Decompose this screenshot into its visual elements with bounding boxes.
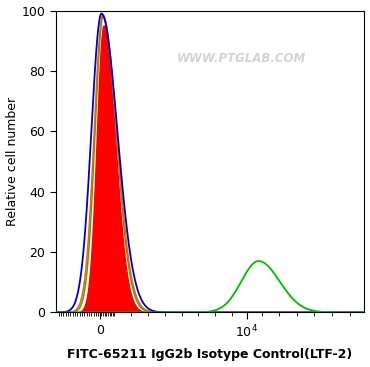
X-axis label: FITC-65211 IgG2b Isotype Control(LTF-2): FITC-65211 IgG2b Isotype Control(LTF-2): [67, 348, 353, 361]
Y-axis label: Relative cell number: Relative cell number: [6, 97, 18, 226]
Text: WWW.PTGLAB.COM: WWW.PTGLAB.COM: [176, 52, 306, 65]
